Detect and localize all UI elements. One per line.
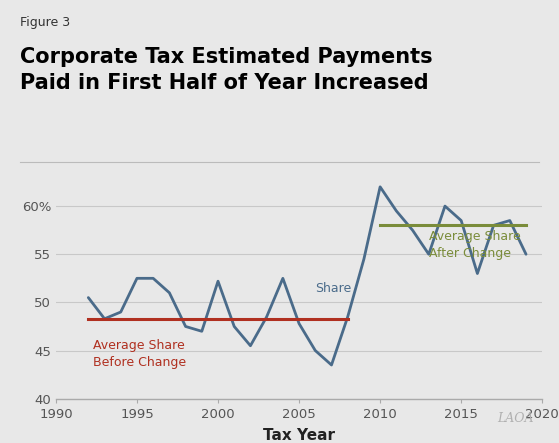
Text: Share: Share [315, 282, 352, 295]
Text: LAOA: LAOA [498, 412, 534, 425]
Text: Average Share
Before Change: Average Share Before Change [93, 339, 186, 369]
X-axis label: Tax Year: Tax Year [263, 427, 335, 443]
Text: Figure 3: Figure 3 [20, 16, 70, 28]
Text: Corporate Tax Estimated Payments: Corporate Tax Estimated Payments [20, 47, 432, 66]
Text: Paid in First Half of Year Increased: Paid in First Half of Year Increased [20, 73, 428, 93]
Text: Average Share
After Change: Average Share After Change [429, 230, 520, 260]
